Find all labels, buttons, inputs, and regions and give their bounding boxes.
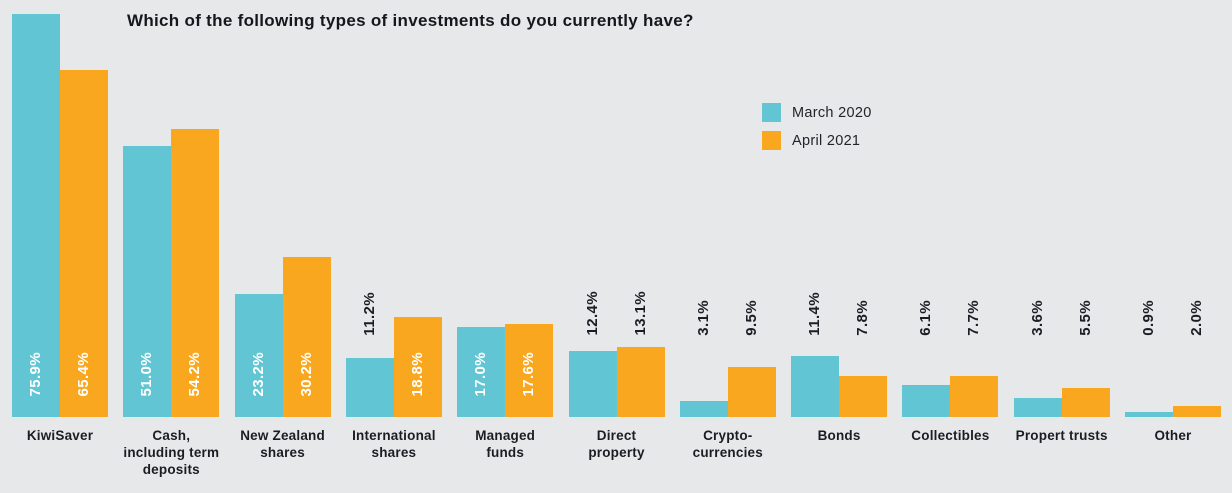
bar-march-2020-5 bbox=[457, 326, 506, 417]
category-label-10: Propert trusts bbox=[1015, 428, 1108, 443]
bar-value-label: 17.6% bbox=[520, 352, 538, 397]
category-label-5: Managed funds bbox=[475, 428, 536, 460]
category-label-6: Direct property bbox=[588, 428, 645, 460]
bar-value-label: 51.0% bbox=[138, 352, 156, 397]
bar-march-2020-9 bbox=[902, 384, 951, 417]
legend-swatch-march-2020 bbox=[762, 103, 781, 122]
bar-april-2021-6 bbox=[616, 347, 665, 417]
legend-label: March 2020 bbox=[792, 104, 872, 121]
bar-april-2021-2 bbox=[171, 129, 220, 417]
bar-march-2020-1 bbox=[12, 13, 60, 417]
bar-march-2020-4 bbox=[345, 357, 394, 417]
bar-march-2020-10 bbox=[1013, 397, 1062, 417]
bar-april-2021-10 bbox=[1061, 387, 1110, 417]
legend-item-april-2021: April 2021 bbox=[762, 131, 872, 150]
bar-value-label: 7.8% bbox=[854, 300, 872, 336]
category-label-11: Other bbox=[1154, 428, 1192, 443]
bar-value-label: 3.1% bbox=[694, 300, 712, 336]
bar-march-2020-3 bbox=[234, 293, 283, 417]
bar-march-2020-6 bbox=[568, 351, 617, 417]
category-label-9: Collectibles bbox=[911, 428, 990, 443]
bar-april-2021-9 bbox=[950, 376, 999, 417]
bar-value-label: 11.2% bbox=[360, 292, 378, 336]
bar-march-2020-11 bbox=[1125, 412, 1173, 417]
bar-value-label: 11.4% bbox=[806, 292, 824, 336]
bar-march-2020-7 bbox=[679, 400, 728, 417]
bar-value-label: 9.5% bbox=[742, 300, 760, 336]
bar-value-label: 6.1% bbox=[917, 300, 935, 336]
bar-value-label: 0.9% bbox=[1140, 300, 1157, 336]
chart-title: Which of the following types of investme… bbox=[127, 11, 694, 30]
category-label-3: New Zealand shares bbox=[240, 428, 325, 460]
bar-value-label: 12.4% bbox=[583, 291, 601, 336]
bar-april-2021-11 bbox=[1173, 406, 1221, 417]
bar-april-2021-8 bbox=[839, 375, 888, 417]
category-label-1: KiwiSaver bbox=[26, 428, 94, 443]
bar-value-label: 75.9% bbox=[27, 352, 44, 397]
legend-item-march-2020: March 2020 bbox=[762, 103, 872, 122]
bar-value-label: 3.6% bbox=[1028, 300, 1046, 336]
bar-april-2021-7 bbox=[727, 366, 776, 417]
bar-value-label: 18.8% bbox=[408, 352, 426, 397]
bar-april-2021-5 bbox=[505, 323, 554, 417]
bar-value-label: 7.7% bbox=[965, 300, 983, 336]
bar-april-2021-3 bbox=[282, 256, 331, 417]
bar-value-label: 23.2% bbox=[249, 352, 267, 397]
bar-value-label: 17.0% bbox=[472, 352, 490, 397]
bar-value-label: 2.0% bbox=[1188, 300, 1205, 336]
category-label-4: International shares bbox=[352, 428, 436, 460]
category-label-2: Cash, including term deposits bbox=[123, 428, 220, 477]
bar-april-2021-4 bbox=[393, 317, 442, 417]
bar-value-label: 13.1% bbox=[631, 291, 649, 336]
legend: March 2020 April 2021 bbox=[762, 103, 872, 150]
legend-swatch-april-2021 bbox=[762, 131, 781, 150]
bar-value-label: 5.5% bbox=[1076, 300, 1094, 336]
bar-value-label: 30.2% bbox=[297, 352, 315, 397]
bar-march-2020-2 bbox=[123, 146, 172, 417]
bar-march-2020-8 bbox=[791, 356, 840, 417]
category-label-7: Crypto- currencies bbox=[692, 428, 763, 460]
legend-label: April 2021 bbox=[792, 132, 861, 149]
bar-april-2021-1 bbox=[60, 69, 108, 417]
bar-value-label: 65.4% bbox=[75, 352, 92, 397]
category-label-8: Bonds bbox=[817, 428, 861, 443]
bar-value-label: 54.2% bbox=[186, 352, 204, 397]
